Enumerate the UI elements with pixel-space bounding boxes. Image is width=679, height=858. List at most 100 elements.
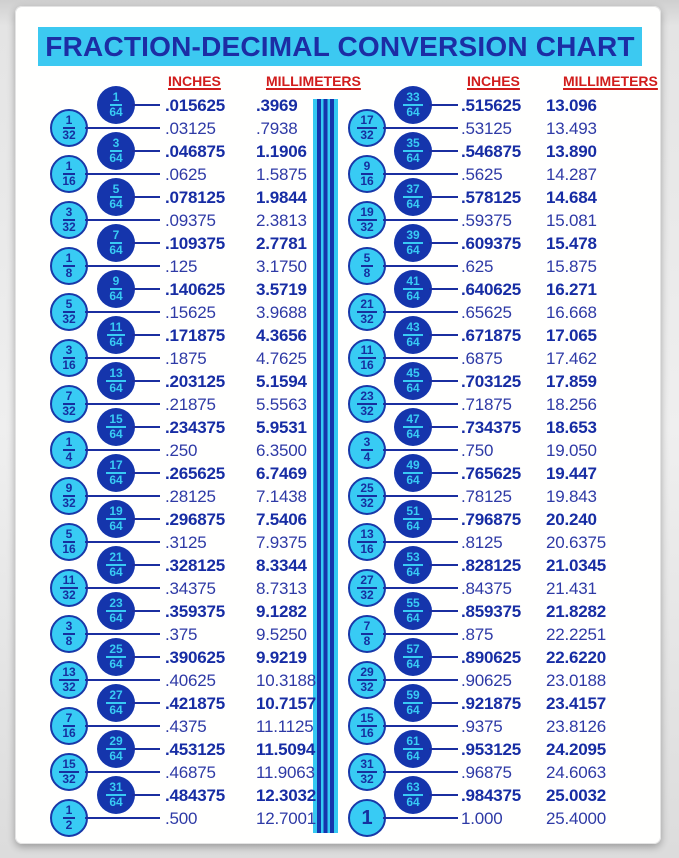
millimeters-value: 16.668 <box>546 303 597 322</box>
leader-line <box>85 357 160 359</box>
fraction-numerator: 7 <box>360 620 374 635</box>
fraction-badge: 11 16 <box>348 339 386 377</box>
fraction-denominator: 64 <box>406 749 420 763</box>
fraction-denominator: 64 <box>406 427 420 441</box>
fraction-numerator: 15 <box>106 413 126 428</box>
fraction-denominator: 64 <box>109 473 123 487</box>
leader-line <box>383 541 458 543</box>
fraction-badge: 49 64 <box>394 454 432 492</box>
leader-line <box>383 495 458 497</box>
fraction-numerator: 3 <box>109 137 123 152</box>
inches-value: .828125 <box>461 556 522 575</box>
fraction-numerator: 3 <box>62 620 76 635</box>
millimeters-value: 22.2251 <box>546 625 607 644</box>
conversion-row: 25 32.78125 19.843 <box>0 477 679 515</box>
fraction-denominator: 32 <box>360 404 374 418</box>
fraction-numerator: 53 <box>403 551 423 566</box>
millimeters-value: 22.6220 <box>546 648 607 667</box>
conversion-row: 35 64.546875 13.890 <box>0 132 679 170</box>
fraction-numerator: 25 <box>357 482 377 497</box>
millimeters-value: 1.1906 <box>256 142 307 161</box>
leader-line <box>383 725 458 727</box>
fraction-numerator: 31 <box>106 781 126 796</box>
fraction-badge: 5 32 <box>50 293 88 331</box>
millimeters-value: .7938 <box>256 119 298 138</box>
fraction-badge: 25 64 <box>97 638 135 676</box>
fraction-numerator: 29 <box>106 735 126 750</box>
conversion-row: 25 64.390625 9.9219 <box>0 638 679 676</box>
fraction-denominator: 16 <box>62 726 76 740</box>
leader-line <box>429 564 458 566</box>
conversion-row: 13 64.203125 5.1594 <box>0 362 679 400</box>
fraction-denominator: 8 <box>363 634 371 648</box>
fraction-denominator: 32 <box>62 404 76 418</box>
millimeters-value: 15.478 <box>546 234 597 253</box>
fraction-badge: 11 64 <box>97 316 135 354</box>
fraction-badge: 35 64 <box>394 132 432 170</box>
conversion-row: 57 64.890625 22.6220 <box>0 638 679 676</box>
fraction-numerator: 5 <box>62 528 76 543</box>
fraction-denominator: 64 <box>406 243 420 257</box>
inches-value: 1.000 <box>461 809 503 828</box>
fraction-badge: 23 64 <box>97 592 135 630</box>
leader-line <box>132 564 160 566</box>
fraction-badge: 43 64 <box>394 316 432 354</box>
fraction-numerator: 5 <box>360 252 374 267</box>
fraction-denominator: 16 <box>62 174 76 188</box>
inches-value: .65625 <box>461 303 512 322</box>
conversion-row: 43 64.671875 17.065 <box>0 316 679 354</box>
millimeters-value: 17.462 <box>546 349 597 368</box>
fraction-numerator: 59 <box>403 689 423 704</box>
conversion-row: 41 64.640625 16.271 <box>0 270 679 308</box>
inches-value: .984375 <box>461 786 522 805</box>
fraction-denominator: 32 <box>360 496 374 510</box>
leader-line <box>383 219 458 221</box>
conversion-row: 53 64.828125 21.0345 <box>0 546 679 584</box>
millimeters-value: 16.271 <box>546 280 597 299</box>
conversion-row: 7 16.4375 11.1125 <box>0 707 679 745</box>
leader-line <box>429 702 458 704</box>
fraction-badge: 33 64 <box>394 86 432 124</box>
fraction-numerator: 49 <box>403 459 423 474</box>
millimeters-value: 6.3500 <box>256 441 307 460</box>
inches-value: .4375 <box>165 717 207 736</box>
fraction-denominator: 16 <box>62 542 76 556</box>
fraction-denominator: 64 <box>406 795 420 809</box>
inches-value: .09375 <box>165 211 216 230</box>
millimeters-value: 3.9688 <box>256 303 307 322</box>
conversion-row: 1 1.000 25.4000 <box>0 799 679 837</box>
fraction-badge: 5 64 <box>97 178 135 216</box>
inches-value: .234375 <box>165 418 226 437</box>
millimeters-value: 21.0345 <box>546 556 607 575</box>
fraction-numerator: 1 <box>109 91 123 106</box>
millimeters-value: 4.7625 <box>256 349 307 368</box>
conversion-row: 1 64.015625.3969 <box>0 86 679 124</box>
fraction-denominator: 32 <box>62 588 76 602</box>
inches-value: .96875 <box>461 763 512 782</box>
inches-value: .515625 <box>461 96 522 115</box>
inches-value: .484375 <box>165 786 226 805</box>
fraction-badge: 31 32 <box>348 753 386 791</box>
fraction-numerator: 13 <box>106 367 126 382</box>
fraction-numerator: 9 <box>360 160 374 175</box>
conversion-row: 1 32.03125.7938 <box>0 109 679 147</box>
millimeters-value: 3.1750 <box>256 257 307 276</box>
conversion-row: 13 32.40625 10.3188 <box>0 661 679 699</box>
leader-line <box>132 104 160 106</box>
leader-line <box>132 472 160 474</box>
conversion-row: 29 32.90625 23.0188 <box>0 661 679 699</box>
inches-value: .546875 <box>461 142 522 161</box>
leader-line <box>383 357 458 359</box>
conversion-row: 5 64.078125 1.9844 <box>0 178 679 216</box>
millimeters-value: 13.493 <box>546 119 597 138</box>
fraction-denominator: 16 <box>360 358 374 372</box>
conversion-row: 3 4.750 19.050 <box>0 431 679 469</box>
fraction-denominator: 32 <box>62 496 76 510</box>
inches-value: .6875 <box>461 349 503 368</box>
fraction-denominator: 64 <box>109 197 123 211</box>
inches-value: .109375 <box>165 234 226 253</box>
leader-line <box>429 518 458 520</box>
fraction-denominator: 8 <box>363 266 371 280</box>
title-banner: FRACTION-DECIMAL CONVERSION CHART <box>38 27 642 66</box>
leader-line <box>85 265 160 267</box>
